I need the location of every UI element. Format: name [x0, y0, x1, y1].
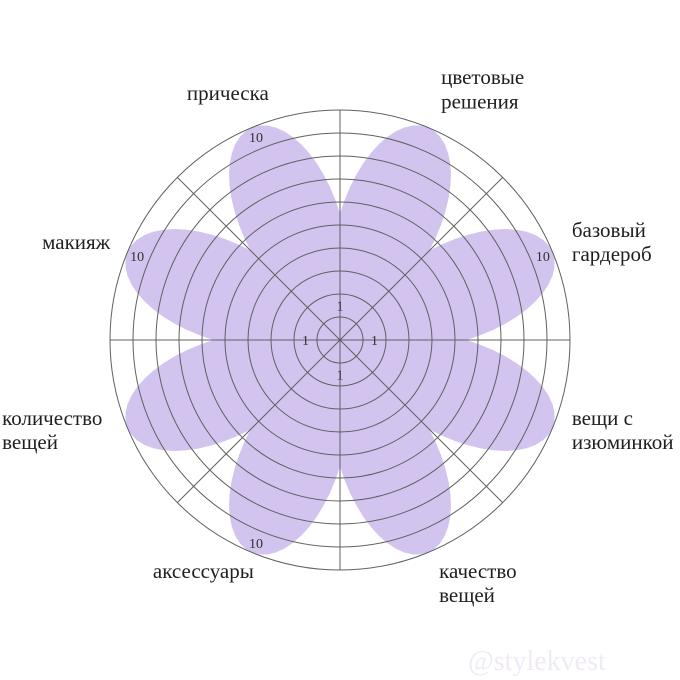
tick-label: 10	[249, 537, 263, 552]
category-label: прическа	[187, 81, 270, 105]
tick-label: 1	[337, 300, 344, 315]
category-label: количествовещей	[2, 406, 102, 454]
tick-label: 1	[371, 334, 378, 349]
tick-label: 10	[130, 250, 144, 265]
tick-label: 1	[302, 334, 309, 349]
tick-label: 10	[536, 250, 550, 265]
category-label: базовыйгардероб	[572, 218, 652, 266]
category-label: вещи сизюминкой	[572, 406, 674, 454]
category-label: макияж	[42, 230, 111, 254]
tick-label: 1	[337, 369, 344, 384]
category-label: цветовыерешения	[441, 65, 524, 113]
category-label: качествовещей	[439, 559, 517, 607]
grid-spokes	[110, 110, 570, 570]
radar-chart: 10 10 10 10 1 1 1 1 прическа цветовыерешения базов…	[0, 0, 680, 680]
tick-label: 10	[249, 131, 263, 146]
category-label: аксессуары	[153, 559, 254, 583]
